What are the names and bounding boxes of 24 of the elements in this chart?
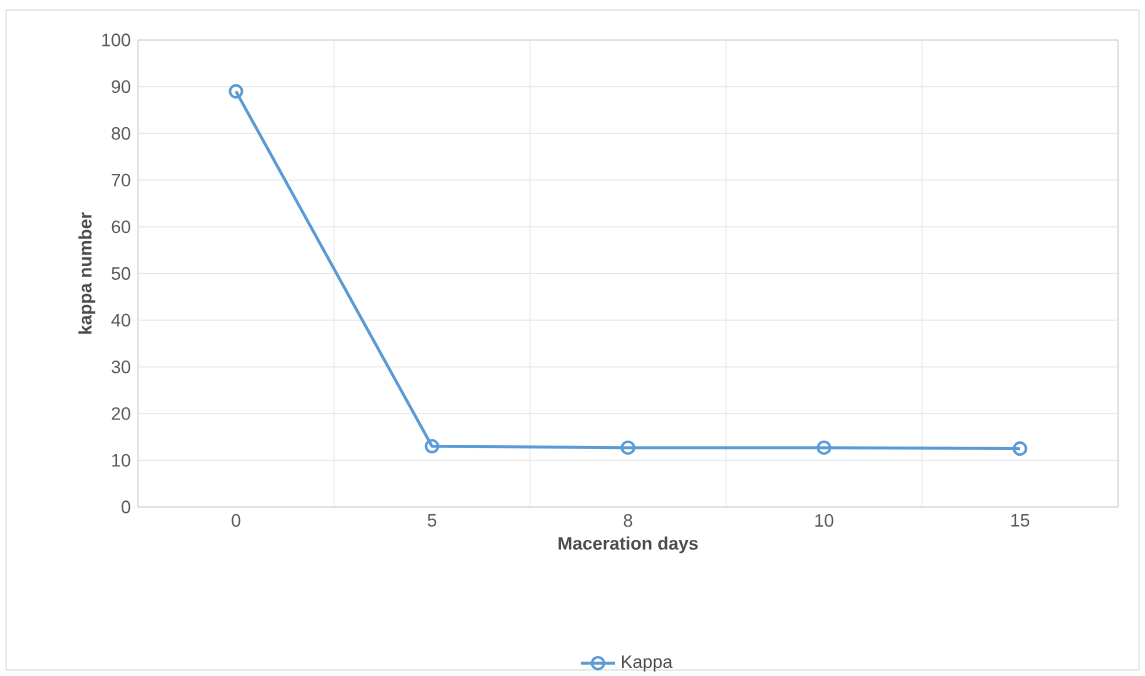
legend-label: Kappa <box>622 655 673 672</box>
x-tick-label: 10 <box>815 514 834 527</box>
point <box>1012 441 1028 456</box>
x-axis-title: Maceration days <box>558 536 698 554</box>
y-tick-label: 10 <box>112 453 131 467</box>
point <box>424 439 440 454</box>
point <box>620 440 636 455</box>
y-tick-label: 30 <box>111 360 131 374</box>
x-tick-label: 5 <box>427 514 437 527</box>
y-tick-label: 80 <box>111 127 131 140</box>
y-tick-label: 100 <box>102 33 131 47</box>
x-tick-label: 8 <box>623 514 633 527</box>
y-tick-label: 0 <box>121 500 131 514</box>
y-tick-label: 90 <box>111 80 131 94</box>
y-tick-label: 40 <box>111 313 131 327</box>
y-tick-label: 50 <box>111 267 131 280</box>
y-tick-label: 20 <box>111 407 131 420</box>
x-tick-label: 15 <box>1011 514 1030 527</box>
y-tick-label: 70 <box>111 173 131 187</box>
y-tick-label: 60 <box>111 220 131 234</box>
x-tick-label: 0 <box>231 514 241 527</box>
y-axis-title: kappa number <box>78 212 96 334</box>
point <box>816 440 832 455</box>
point <box>228 84 244 99</box>
